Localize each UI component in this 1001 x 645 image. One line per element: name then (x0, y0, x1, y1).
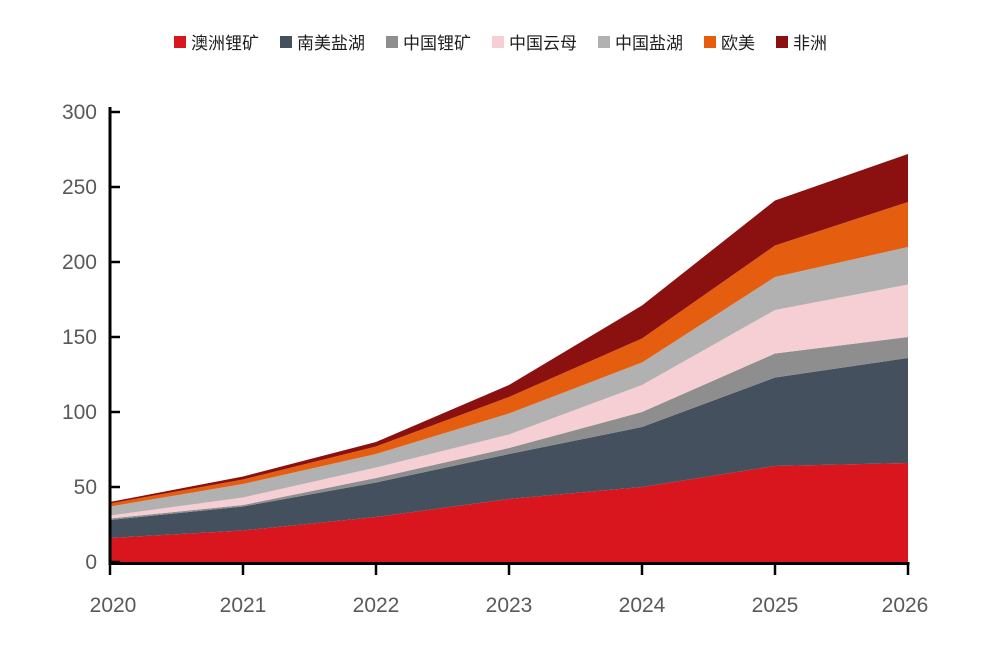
x-tick-label-2023: 2023 (486, 594, 533, 617)
y-tick-label-200: 200 (62, 251, 97, 274)
y-tick-label-250: 250 (62, 176, 97, 199)
area-band-5 (110, 247, 908, 516)
legend-label: 中国盐湖 (615, 34, 683, 53)
legend-item-2: 南美盐湖 (280, 29, 365, 54)
legend-item-5: 中国盐湖 (598, 29, 683, 54)
legend-swatch-icon (386, 35, 398, 48)
x-tick-label-2021: 2021 (220, 594, 267, 617)
legend-label: 中国云母 (509, 34, 577, 53)
legend-item-6: 欧美 (704, 29, 755, 54)
x-tick-label-2025: 2025 (752, 594, 799, 617)
legend-label: 南美盐湖 (297, 34, 365, 53)
x-tick-label-2026: 2026 (882, 594, 929, 617)
x-tick-label-2022: 2022 (353, 594, 400, 617)
legend-label: 非洲 (793, 34, 827, 53)
x-tick-label-2024: 2024 (619, 594, 666, 617)
legend-item-4: 中国云母 (492, 29, 577, 54)
legend-label: 中国锂矿 (403, 34, 471, 53)
legend: 澳洲锂矿 南美盐湖 中国锂矿 中国云母 中国盐湖 欧美 非洲 (0, 29, 1001, 54)
area-band-2 (110, 358, 908, 538)
y-tick-label-100: 100 (62, 401, 97, 424)
legend-swatch-icon (492, 35, 504, 48)
y-tick-label-300: 300 (62, 101, 97, 124)
legend-item-3: 中国锂矿 (386, 29, 471, 54)
legend-swatch-icon (776, 35, 788, 48)
legend-label: 欧美 (721, 34, 755, 53)
legend-swatch-icon (280, 35, 292, 48)
y-tick-label-0: 0 (85, 551, 97, 574)
legend-label: 澳洲锂矿 (191, 34, 259, 53)
legend-swatch-icon (174, 35, 186, 48)
legend-swatch-icon (704, 35, 716, 48)
legend-swatch-icon (598, 35, 610, 48)
y-tick-label-150: 150 (62, 326, 97, 349)
area-band-7 (110, 154, 908, 504)
legend-item-7: 非洲 (776, 29, 827, 54)
y-tick-label-50: 50 (74, 476, 97, 499)
area-band-4 (110, 284, 908, 519)
area-band-1 (110, 463, 908, 562)
area-band-6 (110, 202, 908, 507)
x-tick-label-2020: 2020 (90, 594, 137, 617)
legend-item-1: 澳洲锂矿 (174, 29, 259, 54)
